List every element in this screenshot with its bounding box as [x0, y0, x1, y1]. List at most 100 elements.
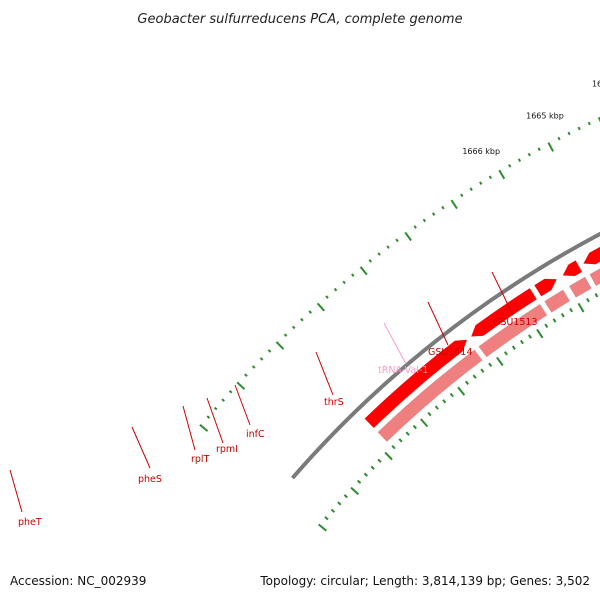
scale-tick — [267, 349, 272, 353]
scale-tick — [308, 310, 312, 314]
inner-tick — [472, 374, 477, 379]
inner-tick — [363, 472, 368, 477]
scale-tick — [597, 116, 600, 123]
kbp-label: 1665 kbp — [526, 111, 564, 120]
inner-tick — [412, 424, 417, 430]
inner-tick — [398, 438, 403, 443]
scale-tick — [316, 302, 325, 312]
gene-label: tRNA-Val-1 — [378, 365, 428, 376]
scale-labels: 1659 kbp1660 kbp1661 kbp1662 kbp1663 kbp… — [462, 79, 600, 156]
scale-tick — [395, 238, 399, 243]
scale-tick — [221, 398, 225, 402]
inner-tick — [560, 313, 565, 318]
scale-tick — [275, 341, 285, 350]
features-plus-strand — [364, 246, 600, 429]
scale-tick — [488, 175, 492, 180]
inner-tick — [464, 380, 470, 385]
scale-tick — [199, 423, 209, 432]
scale-tick — [587, 121, 591, 126]
gene-label: GSU1514 — [428, 347, 473, 358]
inner-tick — [337, 501, 342, 506]
scale-tick — [460, 193, 464, 198]
scale-tick — [300, 317, 304, 322]
kbp-label: 1664 kbp — [592, 79, 600, 88]
gene-bar — [544, 289, 571, 313]
gene-bar — [377, 349, 483, 442]
inner-tick — [586, 297, 590, 303]
scale-tick — [557, 136, 561, 141]
inner-tick — [503, 351, 508, 356]
scale-tick — [244, 373, 248, 377]
scale-tick — [567, 131, 571, 136]
inner-ticks — [317, 293, 599, 532]
scale-tick — [259, 357, 264, 361]
gene-bar — [478, 303, 548, 358]
inner-tick — [457, 386, 466, 396]
accession-label: Accession: NC_002939 — [10, 574, 147, 588]
gene-arrow — [583, 246, 600, 265]
inner-tick — [519, 339, 524, 345]
scale-tick — [206, 415, 211, 419]
inner-tick — [528, 334, 532, 339]
inner-tick — [324, 516, 329, 521]
inner-tick — [594, 293, 599, 298]
inner-tick — [350, 486, 360, 496]
gene-label: GSU1513 — [493, 317, 538, 328]
scale-tick — [547, 142, 554, 152]
scale-tick — [450, 199, 458, 210]
gene-leader-line — [9, 469, 23, 513]
scale-tick — [498, 169, 506, 180]
gene-leader-line — [427, 301, 449, 346]
gene-arrow — [562, 260, 583, 277]
scale-tick — [283, 333, 288, 337]
inner-tick — [569, 307, 574, 313]
gene-leader-line — [234, 384, 251, 426]
gene-label: rpmI — [216, 444, 238, 455]
gene-label: pheT — [18, 517, 42, 528]
scale-tick — [351, 273, 355, 277]
inner-tick — [496, 356, 504, 367]
scale-tick — [251, 365, 256, 369]
scale-tick — [479, 181, 483, 185]
gene-leader-line — [131, 426, 151, 469]
scale-tick — [537, 147, 541, 151]
inner-tick — [544, 323, 549, 328]
inner-tick — [511, 345, 516, 350]
scale-ticks — [199, 116, 600, 432]
gene-leader-line — [182, 405, 196, 451]
gene-leader-line — [315, 351, 334, 396]
inner-tick — [427, 411, 432, 417]
inner-tick — [449, 392, 454, 398]
scale-tick — [377, 252, 381, 256]
inner-tick — [577, 302, 585, 313]
inner-tick — [536, 328, 544, 339]
gene-bar — [568, 276, 592, 298]
inner-tick — [370, 465, 375, 470]
inner-tick — [377, 458, 382, 463]
scale-tick — [508, 163, 512, 168]
inner-tick — [391, 444, 396, 450]
scale-tick — [422, 218, 427, 223]
gene-arrow — [364, 339, 468, 429]
scale-tick — [441, 205, 445, 210]
inner-tick — [442, 399, 447, 404]
scale-tick — [213, 406, 218, 411]
gene-label: pheS — [138, 474, 162, 485]
gene-arrow — [534, 278, 558, 297]
scale-tick — [404, 231, 412, 242]
gene-label: thrS — [324, 397, 344, 408]
topology-label: Topology: circular; Length: 3,814,139 bp… — [260, 574, 590, 588]
inner-tick — [330, 508, 336, 513]
inner-tick — [317, 523, 327, 532]
scale-tick — [236, 381, 246, 390]
inner-tick — [405, 431, 410, 436]
inner-tick — [480, 368, 485, 373]
scale-tick — [325, 295, 329, 299]
scale-tick — [469, 187, 473, 191]
scale-tick — [386, 245, 390, 249]
scale-tick — [228, 389, 233, 394]
genome-backbone — [290, 231, 600, 480]
inner-tick — [488, 362, 493, 368]
